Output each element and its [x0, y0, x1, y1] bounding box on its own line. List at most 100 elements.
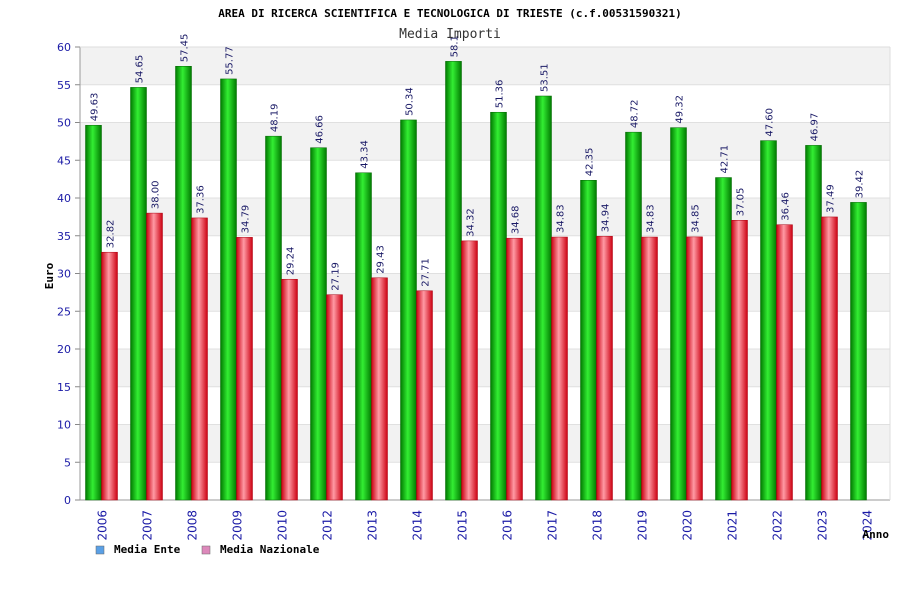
bar-media-nazionale-2014 — [416, 290, 433, 501]
grid-band — [80, 462, 890, 500]
bar-media-nazionale-2006 — [101, 251, 118, 501]
y-tick-label: 55 — [57, 79, 71, 92]
bar-value-label: 57.45 — [180, 34, 191, 63]
bar-media-ente-2015 — [445, 61, 462, 501]
grid-band — [80, 349, 890, 387]
bar-media-ente-2012 — [310, 147, 327, 501]
bar-media-ente-2023 — [805, 145, 822, 501]
bar-value-label: 49.63 — [90, 93, 101, 122]
x-tick-label: 2017 — [546, 510, 560, 541]
chart-title: AREA DI RICERCA SCIENTIFICA E TECNOLOGIC… — [218, 7, 682, 20]
y-axis-label: Euro — [43, 262, 56, 289]
bar-media-ente-2024 — [850, 202, 867, 501]
bar-media-nazionale-2015 — [461, 240, 478, 501]
bar-media-nazionale-2019 — [641, 236, 658, 501]
y-tick-label: 50 — [57, 117, 71, 130]
grid-band — [80, 424, 890, 463]
x-tick-label: 2023 — [816, 510, 830, 541]
bar-media-ente-2010 — [265, 135, 282, 501]
bar-media-ente-2019 — [625, 131, 642, 501]
bar-value-label: 29.43 — [376, 245, 387, 274]
y-tick-label: 0 — [64, 494, 71, 507]
x-tick-label: 2007 — [141, 510, 155, 541]
x-tick-label: 2024 — [861, 510, 875, 541]
grid-band — [80, 122, 890, 161]
x-tick-label: 2019 — [636, 510, 650, 541]
legend-label: Media Nazionale — [220, 543, 320, 556]
grid-band — [80, 273, 890, 312]
bar-value-label: 39.42 — [855, 170, 866, 199]
bar-value-label: 42.35 — [585, 148, 596, 177]
bar-media-ente-2006 — [85, 125, 102, 501]
axes — [79, 46, 891, 501]
grid-band — [80, 198, 890, 236]
bar-media-nazionale-2016 — [506, 237, 523, 501]
bar-media-nazionale-2007 — [146, 212, 163, 501]
x-axis-label: Anno — [863, 528, 890, 541]
bar-value-label: 34.85 — [691, 204, 702, 233]
bar-media-ente-2007 — [130, 87, 147, 501]
bar-value-label: 54.65 — [135, 55, 146, 84]
bar-value-label: 38.00 — [151, 180, 162, 209]
bar-value-label: 49.32 — [675, 95, 686, 124]
bar-media-ente-2021 — [715, 177, 732, 501]
bar-value-label: 34.68 — [511, 206, 522, 235]
bar-value-label: 37.49 — [826, 184, 837, 213]
y-tick-label: 15 — [57, 381, 71, 394]
x-tick-label: 2015 — [456, 510, 470, 541]
y-tick-label: 30 — [57, 268, 71, 281]
bar-value-label: 50.34 — [405, 87, 416, 116]
bar-value-label: 55.77 — [225, 46, 236, 75]
x-tick-label: 2018 — [591, 510, 605, 541]
bar-value-label: 27.71 — [421, 258, 432, 287]
bar-media-ente-2016 — [490, 111, 507, 501]
bar-value-label: 47.60 — [765, 108, 776, 137]
legend-swatch — [95, 545, 105, 555]
y-tick-label: 40 — [57, 192, 71, 205]
bar-value-label: 37.05 — [736, 188, 747, 217]
bar-media-ente-2014 — [400, 119, 417, 501]
chart-subtitle: Media Importi — [399, 27, 501, 42]
x-tick-label: 2016 — [501, 510, 515, 541]
bar-media-ente-2022 — [760, 140, 777, 501]
bar-media-nazionale-2017 — [551, 236, 568, 501]
bar-value-label: 29.24 — [286, 247, 297, 276]
y-tick-label: 5 — [64, 456, 71, 469]
bar-media-nazionale-2021 — [731, 220, 748, 501]
bar-media-nazionale-2020 — [686, 236, 703, 501]
grid-band — [80, 160, 890, 198]
grid-band — [80, 311, 890, 349]
bar-media-nazionale-2010 — [281, 278, 298, 501]
bar-value-label: 48.19 — [270, 104, 281, 133]
bar-media-nazionale-2009 — [236, 237, 253, 501]
bar-value-label: 34.94 — [601, 204, 612, 233]
y-tick-labels: 0 5 10 15 20 25 30 35 40 45 50 55 60 — [57, 41, 71, 507]
bar-value-label: 36.46 — [781, 192, 792, 221]
bar-media-ente-2013 — [355, 172, 372, 501]
legend: Media Ente Media Nazionale — [95, 543, 320, 556]
bar-value-label: 34.32 — [466, 208, 477, 237]
bar-media-ente-2020 — [670, 127, 687, 501]
x-tick-labels: 2006 2007 2008 2009 2010 2012 2013 2014 2015 2016… — [96, 510, 875, 541]
bar-media-ente-2018 — [580, 180, 597, 501]
y-tick-label: 35 — [57, 230, 71, 243]
bar-value-label: 34.79 — [241, 205, 252, 234]
y-tick-label: 60 — [57, 41, 71, 54]
bars — [85, 61, 867, 501]
bar-media-nazionale-2012 — [326, 294, 343, 501]
bar-value-label: 48.72 — [630, 100, 641, 129]
grid-band — [80, 84, 890, 123]
y-tick-label: 20 — [57, 343, 71, 356]
bar-value-label: 37.36 — [196, 185, 207, 214]
bar-value-label: 34.83 — [556, 204, 567, 233]
x-tick-label: 2008 — [186, 510, 200, 541]
x-tick-label: 2021 — [726, 510, 740, 541]
y-tick-label: 25 — [57, 305, 71, 318]
bar-value-label: 32.82 — [106, 220, 117, 249]
bar-value-label: 27.19 — [331, 262, 342, 291]
bar-value-label: 51.36 — [495, 80, 506, 109]
x-tick-label: 2006 — [96, 510, 110, 541]
legend-label: Media Ente — [114, 543, 181, 556]
bar-media-ente-2008 — [175, 66, 192, 501]
